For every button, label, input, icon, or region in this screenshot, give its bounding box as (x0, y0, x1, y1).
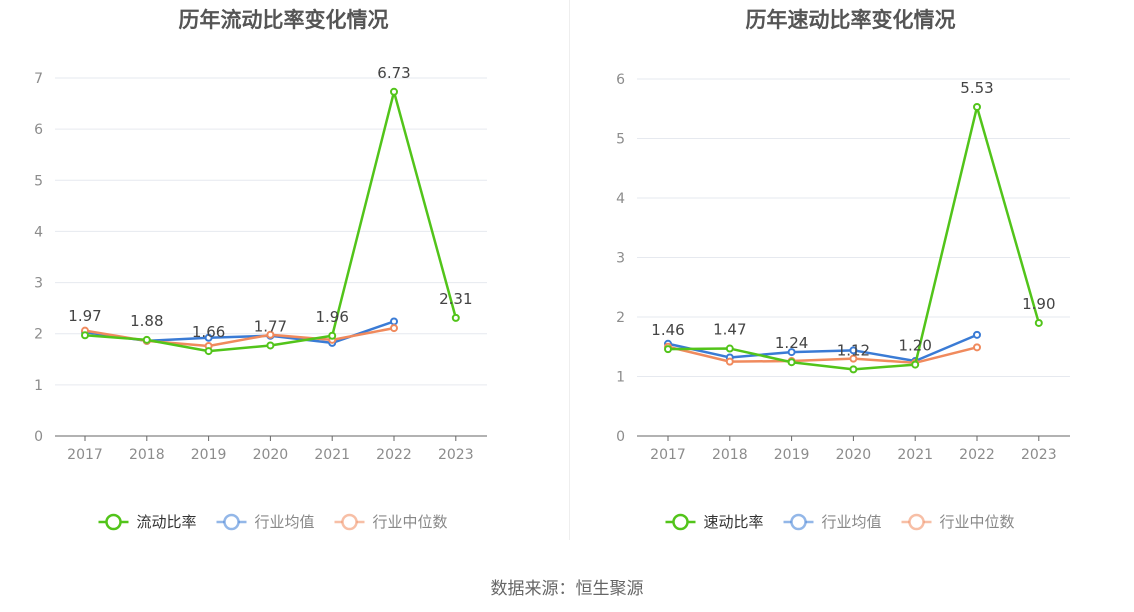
y-tick-label: 0 (34, 429, 43, 445)
data-label: 1.12 (837, 341, 870, 359)
data-point-industry_avg (204, 333, 213, 342)
legend-item-industry_median[interactable]: 行业中位数 (334, 513, 448, 531)
legend-marker-icon (223, 513, 240, 531)
legend-item-company[interactable]: 速动比率 (665, 513, 764, 531)
y-tick-label: 5 (34, 173, 43, 189)
y-tick-label: 3 (34, 276, 43, 292)
x-tick-label: 2020 (836, 447, 872, 463)
y-tick-label: 2 (34, 327, 43, 343)
data-point-company (81, 331, 89, 340)
y-tick-label: 6 (34, 122, 43, 138)
data-point-company (664, 345, 672, 354)
y-tick-label: 1 (616, 370, 625, 386)
data-label: 2.31 (439, 290, 472, 308)
data-label: 1.47 (713, 321, 746, 339)
legend-marker-icon (105, 513, 122, 531)
legend-marker-icon (341, 513, 358, 531)
y-tick-label: 4 (616, 191, 625, 207)
quick-ratio-chart: 0 1 2 3 4 5 6 2017 2018 2019 2020 2021 2022 2023 1.46 1… (616, 72, 1070, 531)
data-point-industry_median (849, 354, 858, 363)
chart-panel-current-ratio: 历年流动比率变化情况 0 1 2 3 4 5 6 7 2017 2018 2019 2020 2021 2… (0, 0, 567, 560)
data-point-industry_median (266, 330, 275, 339)
data-point-company (451, 313, 460, 322)
data-point-company (328, 331, 337, 340)
data-label: 1.88 (130, 312, 163, 330)
data-point-company (973, 102, 981, 111)
series-line-industry_median (667, 345, 978, 365)
chart-title: 历年速动比率变化情况 (745, 8, 956, 32)
x-tick-label: 2019 (774, 447, 810, 463)
x-tick-label: 2018 (129, 447, 165, 463)
legend-label: 行业中位数 (940, 513, 1015, 531)
data-point-company (204, 347, 213, 356)
legend-label: 行业均值 (822, 513, 882, 531)
legend-marker-icon (908, 513, 925, 531)
legend-item-industry_avg[interactable]: 行业均值 (216, 513, 315, 531)
legend-marker-icon (672, 513, 689, 531)
data-point-industry_avg (787, 348, 796, 357)
legend-label: 速动比率 (704, 513, 764, 531)
y-tick-label: 4 (34, 224, 43, 240)
data-point-industry_median (390, 324, 398, 333)
legend-item-industry_avg[interactable]: 行业均值 (783, 513, 882, 531)
legend-marker-icon (790, 513, 807, 531)
x-tick-label: 2020 (253, 447, 289, 463)
series-line-industry_avg (667, 333, 978, 363)
data-point-company (1034, 318, 1043, 327)
data-point-industry_avg (390, 317, 398, 326)
data-label: 1.97 (68, 307, 101, 325)
data-point-industry_median (725, 357, 734, 366)
data-point-company (849, 365, 858, 374)
chart-panel-quick-ratio: 历年速动比率变化情况 0 1 2 3 4 5 6 2017 2018 2019 2020 2021 20… (567, 0, 1134, 560)
y-tick-label: 1 (34, 378, 43, 394)
legend-item-industry_median[interactable]: 行业中位数 (901, 513, 1015, 531)
data-label: 1.96 (315, 308, 348, 326)
data-label: 1.24 (775, 334, 808, 352)
y-tick-label: 3 (616, 251, 625, 267)
data-point-company (911, 360, 920, 369)
data-point-company (725, 344, 734, 353)
legend-label: 行业中位数 (373, 513, 448, 531)
y-tick-label: 6 (616, 72, 625, 88)
y-tick-label: 0 (616, 429, 625, 445)
x-tick-label: 2023 (1021, 447, 1057, 463)
data-point-company (142, 335, 151, 344)
data-point-company (787, 358, 796, 367)
legend-label: 行业均值 (255, 513, 315, 531)
x-tick-label: 2022 (376, 447, 412, 463)
x-tick-label: 2018 (712, 447, 748, 463)
x-tick-label: 2022 (959, 447, 995, 463)
legend-item-company[interactable]: 流动比率 (98, 513, 197, 531)
data-label: 5.53 (960, 79, 993, 97)
x-tick-label: 2017 (650, 447, 686, 463)
data-point-industry_avg (973, 330, 981, 339)
data-point-industry_avg (849, 346, 858, 355)
y-tick-label: 2 (616, 310, 625, 326)
x-tick-label: 2017 (67, 447, 103, 463)
current-ratio-chart: 0 1 2 3 4 5 6 7 2017 2018 2019 2020 2021 2022 2023 1.97… (34, 64, 487, 531)
data-point-company (266, 341, 275, 350)
data-label: 1.20 (898, 337, 931, 355)
x-tick-label: 2021 (897, 447, 933, 463)
y-tick-label: 7 (34, 71, 43, 87)
y-tick-label: 5 (616, 132, 625, 148)
x-tick-label: 2019 (191, 447, 227, 463)
legend-label: 流动比率 (137, 513, 197, 531)
data-label: 6.73 (377, 64, 410, 82)
data-label: 1.90 (1022, 295, 1055, 313)
x-tick-label: 2023 (438, 447, 474, 463)
chart-title: 历年流动比率变化情况 (178, 8, 389, 32)
data-label: 1.77 (254, 317, 287, 335)
data-label: 1.46 (651, 321, 684, 339)
data-label: 1.66 (192, 323, 225, 341)
panel-divider (569, 0, 570, 540)
data-point-industry_median (973, 343, 981, 352)
data-source-note: 数据来源：恒生聚源 (490, 579, 644, 599)
x-tick-label: 2021 (314, 447, 350, 463)
data-point-company (390, 87, 398, 96)
